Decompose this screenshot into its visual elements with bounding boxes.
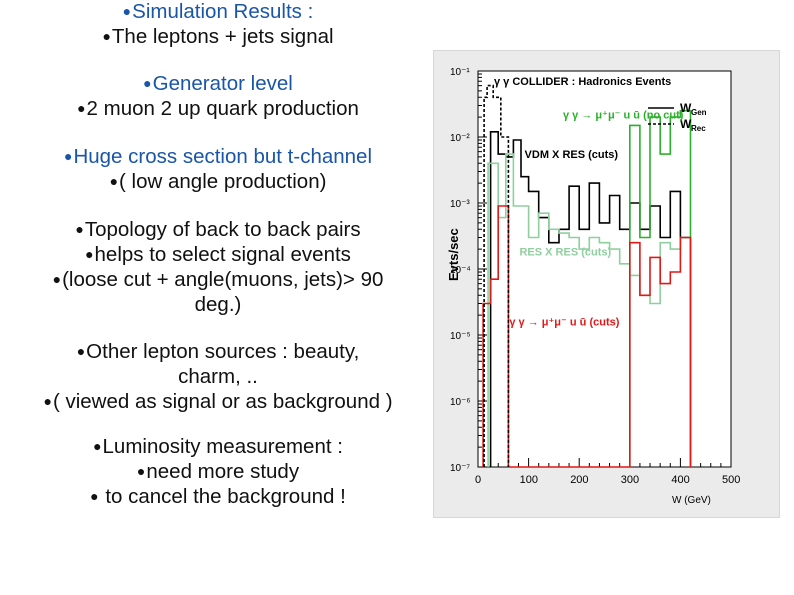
bullet-icon: ● xyxy=(90,488,99,504)
series-line xyxy=(483,84,510,467)
bullet-text: Topology of back to back pairs xyxy=(84,218,361,241)
bullet-text: Simulation Results : xyxy=(132,0,314,23)
series-annotation: γ γ → μ⁺μ⁻ u ū (cuts) xyxy=(509,316,619,328)
bullet-icon: ● xyxy=(43,393,52,409)
bullet-text: Generator level xyxy=(152,72,293,95)
bullet-icon: ● xyxy=(109,173,119,189)
bullet-text: 2 muon 2 up quark production xyxy=(86,97,359,120)
y-tick-label: 10⁻⁴ xyxy=(450,265,471,276)
bullet-line: ●Generator level xyxy=(0,72,436,97)
bullet-text: helps to select signal events xyxy=(94,243,351,266)
bullet-line: ●Other lepton sources : beauty, xyxy=(0,340,436,365)
series-annotation: γ γ → μ⁺μ⁻ u ū (no cut) xyxy=(563,110,684,122)
y-tick-label: 10⁻³ xyxy=(450,199,470,210)
bullet-icon: ● xyxy=(136,463,146,479)
series-line xyxy=(489,131,692,467)
bullet-icon: ● xyxy=(102,28,111,44)
bullet-line: ●2 muon 2 up quark production xyxy=(0,97,436,122)
series-line xyxy=(487,153,692,467)
chart-panel: γ γ COLLIDER : Hadronics Events 10⁻¹ 10⁻² 1… xyxy=(433,50,780,518)
x-tick-label: 0 xyxy=(475,474,481,486)
bullet-line: ●Simulation Results : xyxy=(0,0,436,25)
series-line xyxy=(482,205,692,468)
legend-sub: Gen xyxy=(691,108,707,117)
bullet-icon: ● xyxy=(76,343,86,359)
bullet-text: Huge cross section but t-channel xyxy=(73,145,373,168)
series-annotation: VDM X RES (cuts) xyxy=(525,149,619,161)
bullet-line: ●Luminosity measurement : xyxy=(0,435,436,460)
series-line xyxy=(629,109,692,467)
bullet-icon: ● xyxy=(85,246,94,262)
bullet-text: Other lepton sources : beauty, xyxy=(86,340,360,363)
bullet-icon: ● xyxy=(75,221,84,237)
bullet-line: ●need more study xyxy=(0,460,436,485)
x-tick-label: 200 xyxy=(570,474,588,486)
x-tick-label: 100 xyxy=(520,474,538,486)
bullet-line: ●Topology of back to back pairs xyxy=(0,218,436,243)
x-tick-label: 400 xyxy=(671,474,689,486)
chart-title: γ γ COLLIDER : Hadronics Events xyxy=(494,76,671,88)
bullet-text: to cancel the background ! xyxy=(99,485,346,508)
x-axis-label: W (GeV) xyxy=(672,495,711,506)
histogram-chart: γ γ COLLIDER : Hadronics Events 10⁻¹ 10⁻² 1… xyxy=(446,67,740,506)
bullet-line: charm, .. xyxy=(0,365,436,389)
bullet-text: Luminosity measurement : xyxy=(102,435,343,458)
y-tick-label: 10⁻² xyxy=(450,133,470,144)
bullet-text: ( low angle production) xyxy=(119,170,327,193)
bullet-line: ●( low angle production) xyxy=(0,170,436,195)
bullet-icon: ● xyxy=(63,148,73,164)
plot-area xyxy=(477,70,732,468)
bullet-text: The leptons + jets signal xyxy=(111,25,334,48)
y-axis-label: Evts/sec xyxy=(446,228,461,281)
bullet-icon: ● xyxy=(52,271,62,287)
series-annotation: RES X RES (cuts) xyxy=(519,247,611,259)
bullet-line: ● to cancel the background ! xyxy=(0,485,436,510)
legend-sub: Rec xyxy=(691,124,706,133)
y-tick-label: 10⁻⁵ xyxy=(450,331,471,342)
bullet-icon: ● xyxy=(122,3,132,19)
legend-label: W xyxy=(680,101,692,115)
legend-label: W xyxy=(680,117,692,131)
bullet-text: charm, .. xyxy=(178,365,258,388)
bullet-text: deg.) xyxy=(194,293,242,316)
bullet-line: ●helps to select signal events xyxy=(0,243,436,268)
bullet-line: ●( viewed as signal or as background ) xyxy=(0,390,436,415)
bullet-line: ●(loose cut + angle(muons, jets)> 90 xyxy=(0,268,436,293)
bullet-line: deg.) xyxy=(0,293,436,317)
y-tick-label: 10⁻⁶ xyxy=(450,397,471,408)
bullet-line: ●Huge cross section but t-channel xyxy=(0,145,436,170)
bullet-icon: ● xyxy=(93,438,102,454)
x-tick-label: 300 xyxy=(621,474,639,486)
x-tick-label: 500 xyxy=(722,474,740,486)
bullet-line: ●The leptons + jets signal xyxy=(0,25,436,50)
bullet-text: need more study xyxy=(146,460,300,483)
bullet-icon: ● xyxy=(77,100,86,116)
bullet-text: (loose cut + angle(muons, jets)> 90 xyxy=(62,268,384,291)
y-tick-label: 10⁻¹ xyxy=(450,67,470,78)
bullet-text: ( viewed as signal or as background ) xyxy=(52,390,393,413)
y-tick-label: 10⁻⁷ xyxy=(450,463,470,474)
bullet-icon: ● xyxy=(143,75,152,91)
